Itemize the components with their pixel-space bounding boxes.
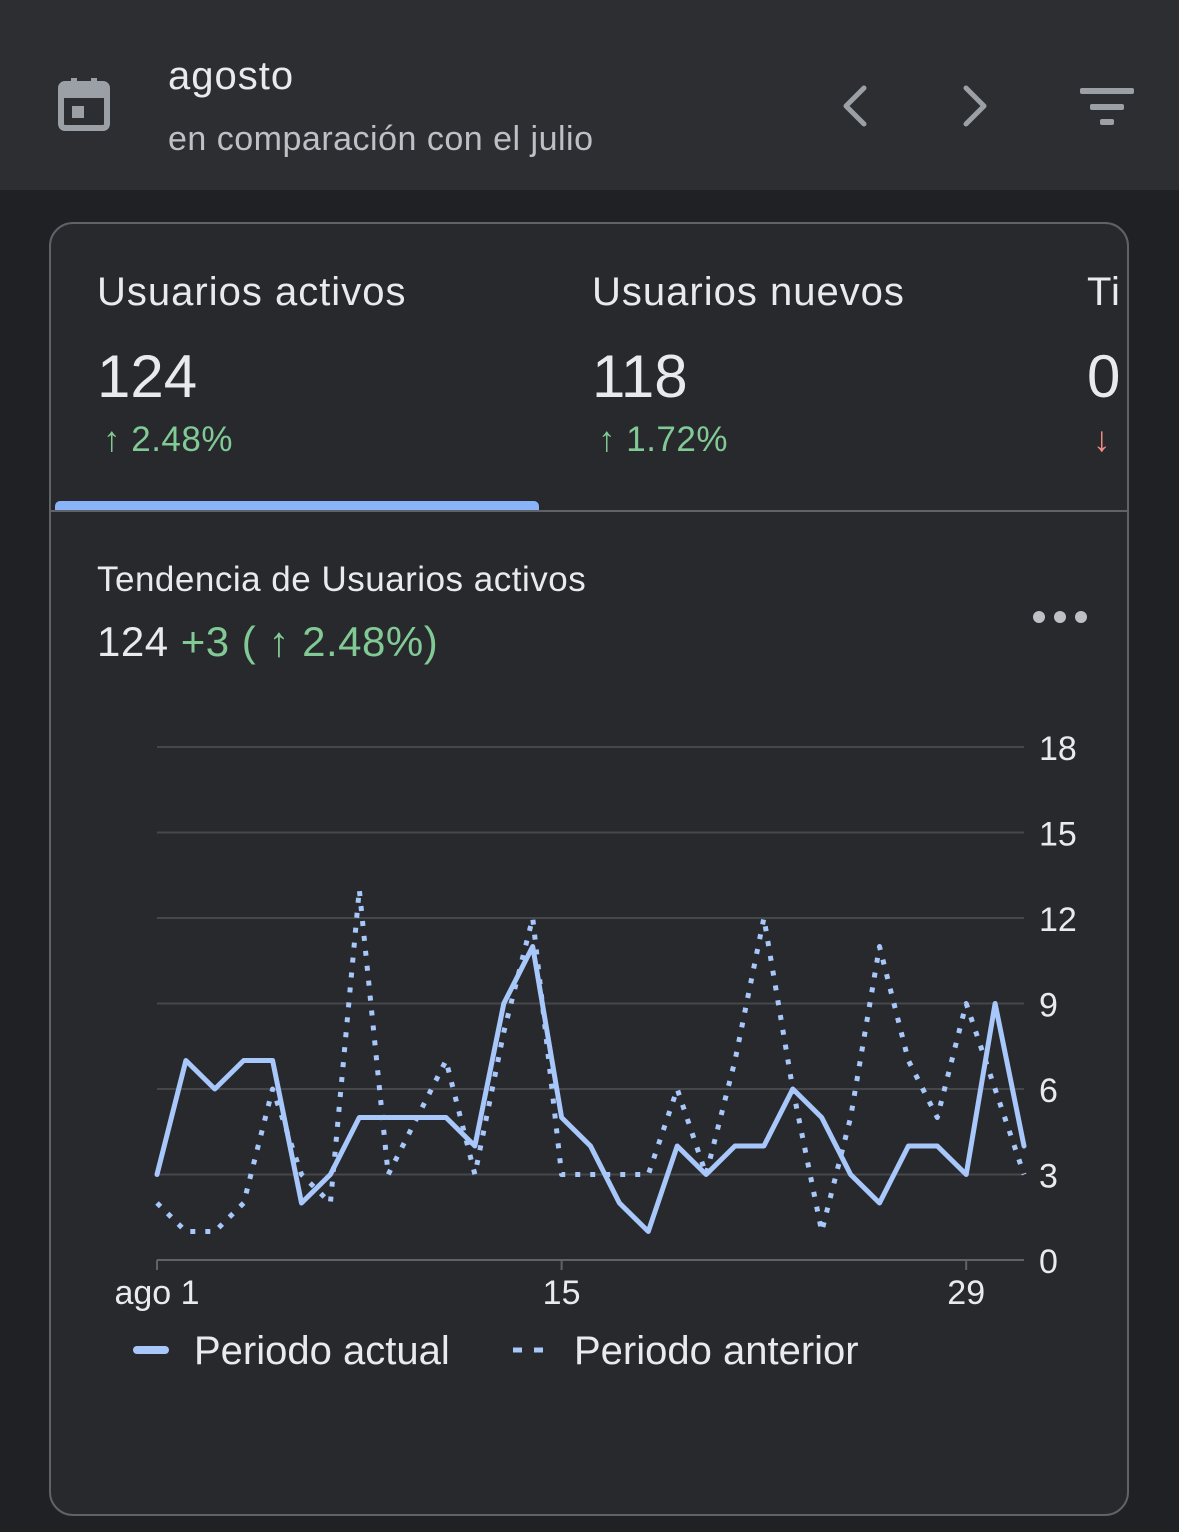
metric-label: Usuarios activos <box>97 270 407 314</box>
filter-icon[interactable] <box>1074 80 1140 132</box>
series-line-periodo-actual <box>154 944 1027 1234</box>
metric-change: ↓ <box>1093 420 1111 459</box>
metric-value: 118 <box>592 343 688 410</box>
chevron-right-icon[interactable] <box>950 80 1000 132</box>
y-tick-label: 0 <box>1039 1243 1058 1281</box>
y-tick-label: 12 <box>1039 901 1077 939</box>
tab-divider <box>51 510 1127 512</box>
x-tick-label: 29 <box>947 1274 985 1312</box>
comparison-subtitle[interactable]: en comparación con el julio <box>168 120 594 158</box>
y-tick-label: 18 <box>1039 730 1077 768</box>
trend-summary: 124 +3 ( ↑ 2.48%) <box>97 618 438 666</box>
metric-label: Ti <box>1087 270 1121 314</box>
selected-tab-indicator <box>55 501 539 510</box>
chevron-left-icon[interactable] <box>830 80 880 132</box>
more-options-icon[interactable] <box>1031 604 1089 630</box>
legend-label: Periodo actual <box>194 1329 450 1373</box>
metric-tab-usuarios-activos[interactable]: Usuarios activos 124 ↑ 2.48% <box>51 224 541 510</box>
metric-tab-usuarios-nuevos[interactable]: Usuarios nuevos 118 ↑ 1.72% <box>546 224 1041 510</box>
top-bar: agosto en comparación con el julio <box>0 0 1179 190</box>
trend-change: +3 ( ↑ 2.48%) <box>180 618 439 665</box>
y-tick-label: 3 <box>1039 1158 1058 1196</box>
metric-tab-ti[interactable]: Ti 0 ↓ <box>1041 224 1127 510</box>
trend-value: 124 <box>97 618 169 665</box>
y-tick-label: 9 <box>1039 987 1058 1025</box>
metric-change: ↑ 1.72% <box>598 420 728 459</box>
period-title[interactable]: agosto <box>168 54 295 98</box>
legend-label: Periodo anterior <box>574 1329 859 1373</box>
metric-label: Usuarios nuevos <box>592 270 905 314</box>
y-tick-label: 6 <box>1039 1072 1058 1110</box>
x-tick-label: 15 <box>543 1274 581 1312</box>
y-tick-label: 15 <box>1039 816 1077 854</box>
metric-value: 124 <box>97 343 198 410</box>
metrics-card: Usuarios activos 124 ↑ 2.48% Usuarios nu… <box>49 222 1129 1516</box>
x-tick-label: ago 1 <box>114 1274 199 1312</box>
calendar-icon[interactable] <box>58 78 110 132</box>
metric-value: 0 <box>1087 343 1121 410</box>
series-line-periodo-anterior <box>155 887 1027 1234</box>
trend-line-chart: 0 3 6 9 12 15 18 ago 1 15 29 Periodo actual Periodo… <box>114 730 1077 1373</box>
metric-change: ↑ 2.48% <box>103 420 233 459</box>
trend-title: Tendencia de Usuarios activos <box>97 560 587 599</box>
